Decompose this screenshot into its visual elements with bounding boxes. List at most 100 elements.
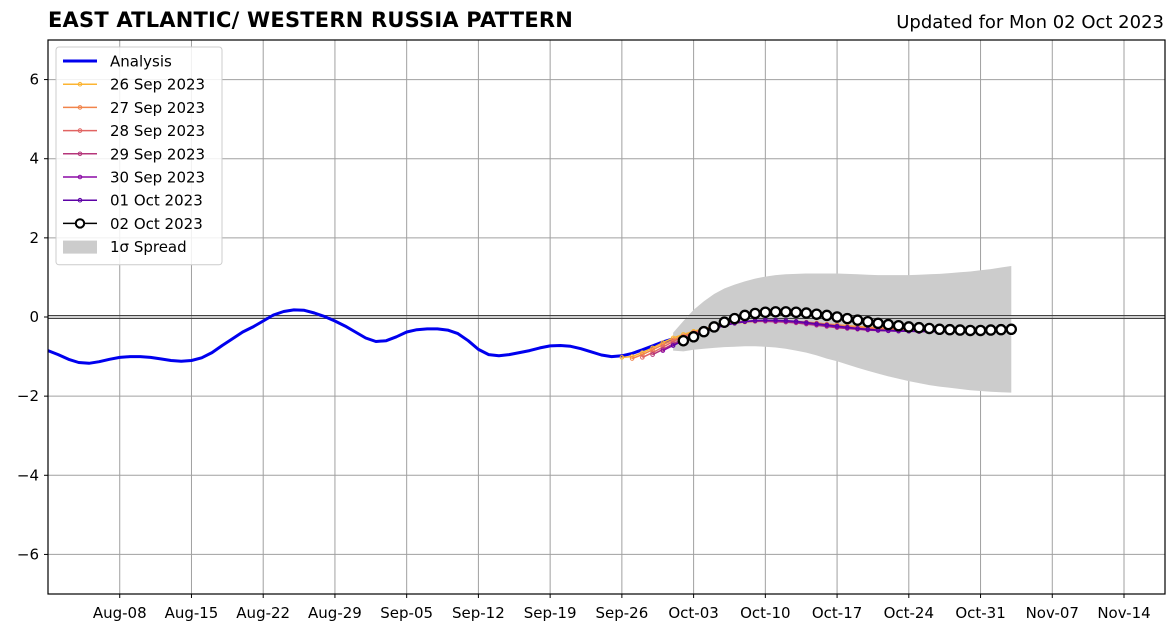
forecast-point [687, 331, 700, 343]
legend-item: 26 Sep 2023 [63, 76, 205, 94]
legend-label: 02 Oct 2023 [110, 215, 203, 233]
forecast-point [845, 324, 850, 330]
legend-item: 28 Sep 2023 [63, 122, 205, 140]
y-tick-label: 2 [29, 229, 39, 247]
forecast-point [964, 324, 977, 337]
forecast-point [834, 323, 840, 329]
forecast-point [759, 306, 772, 319]
legend-label: 28 Sep 2023 [110, 122, 205, 140]
legend-item: 02 Oct 2023 [63, 215, 203, 233]
forecast-point [708, 321, 720, 333]
forecast-point [913, 321, 925, 334]
forecast-point [821, 309, 833, 322]
x-tick-label: Oct-10 [740, 604, 790, 622]
x-tick-label: Aug-22 [236, 604, 290, 622]
x-tick-label: Oct-24 [884, 604, 934, 622]
x-tick-label: Oct-17 [812, 604, 862, 622]
legend-item: 30 Sep 2023 [63, 169, 205, 187]
spread-area [673, 266, 1012, 393]
legend-label: 27 Sep 2023 [110, 99, 205, 117]
y-tick-label: −6 [17, 545, 39, 563]
x-tick-label: Oct-03 [668, 604, 718, 622]
legend-label: 1σ Spread [110, 238, 187, 256]
forecast-point [793, 319, 799, 324]
x-tick-label: Sep-26 [595, 604, 648, 622]
legend-item: 27 Sep 2023 [63, 99, 205, 117]
forecast-point [862, 315, 874, 328]
y-tick-label: 0 [29, 308, 39, 326]
y-tick-label: −4 [17, 466, 39, 484]
forecast-point [670, 343, 676, 348]
forecast-point [954, 324, 966, 336]
legend-marker [77, 105, 83, 110]
legend-label: 26 Sep 2023 [110, 76, 205, 94]
x-tick-label: Aug-29 [308, 604, 362, 622]
legend-item: Analysis [63, 53, 172, 71]
forecast-series [619, 306, 1018, 361]
legend-item: 01 Oct 2023 [63, 192, 203, 210]
x-tick-label: Nov-07 [1026, 604, 1079, 622]
x-tick-label: Aug-15 [165, 604, 219, 622]
forecast-point [872, 317, 884, 330]
forecast-point [718, 316, 731, 328]
legend-item: 1σ Spread [63, 238, 187, 256]
updated-date: Updated for Mon 02 Oct 2023 [896, 12, 1164, 33]
x-tick-label: Nov-14 [1097, 604, 1150, 622]
forecast-point [814, 321, 819, 327]
legend-marker [77, 197, 83, 203]
forecast-point [783, 318, 789, 323]
forecast-point [660, 348, 666, 353]
forecast-point [882, 318, 895, 331]
analysis-series [47, 308, 674, 365]
forecast-point [810, 308, 823, 320]
x-tick-labels: Aug-08 Aug-15 Aug-22 Aug-29 Sep-05 Sep-12 Sep-… [93, 594, 1151, 622]
forecast-point [769, 306, 782, 318]
forecast-point [650, 347, 655, 353]
forecast-point [773, 317, 778, 323]
forecast-point [1005, 323, 1018, 336]
legend-marker [77, 81, 83, 87]
y-tick-label: 4 [29, 150, 39, 168]
forecast-point [841, 312, 854, 325]
legend-marker [77, 128, 83, 133]
forecast-point [677, 334, 690, 347]
x-tick-label: Aug-08 [93, 604, 147, 622]
y-tick-label: 6 [29, 71, 39, 89]
forecast-point [728, 312, 741, 325]
legend-label: 01 Oct 2023 [110, 192, 203, 210]
x-tick-label: Sep-05 [380, 604, 433, 622]
y-tick-labels: 6 4 2 0 −2 −4 −6 [17, 71, 48, 563]
forecast-02-oct-2023 [677, 306, 1018, 347]
forecast-point [944, 323, 956, 336]
forecast-point [698, 325, 710, 338]
zero-line [48, 314, 1165, 320]
forecast-point [650, 352, 655, 357]
legend-label: Analysis [110, 53, 172, 71]
legend-marker [74, 218, 86, 229]
forecast-point [974, 324, 987, 337]
forecast-point [800, 307, 813, 319]
x-tick-label: Sep-12 [452, 604, 505, 622]
x-tick-label: Sep-19 [524, 604, 577, 622]
forecast-point [763, 317, 768, 323]
forecast-point [640, 352, 645, 357]
forecast-point [923, 322, 936, 335]
legend-marker [77, 151, 83, 157]
forecast-point [780, 306, 792, 318]
forecast-point [640, 355, 645, 360]
forecast-point [995, 323, 1007, 336]
forecast-point [831, 311, 843, 323]
forecast-point [855, 326, 860, 331]
legend-swatch [63, 240, 97, 254]
forecast-point [749, 307, 761, 320]
forecast-point [824, 322, 830, 328]
forecast-point [619, 355, 625, 360]
legend-box [55, 46, 223, 266]
legend-marker [77, 174, 83, 180]
spread-band [673, 266, 1012, 393]
legend-label: 30 Sep 2023 [110, 169, 205, 187]
analysis-line [47, 308, 674, 365]
legend-item: 29 Sep 2023 [63, 145, 205, 163]
y-tick-label: −2 [17, 387, 39, 405]
